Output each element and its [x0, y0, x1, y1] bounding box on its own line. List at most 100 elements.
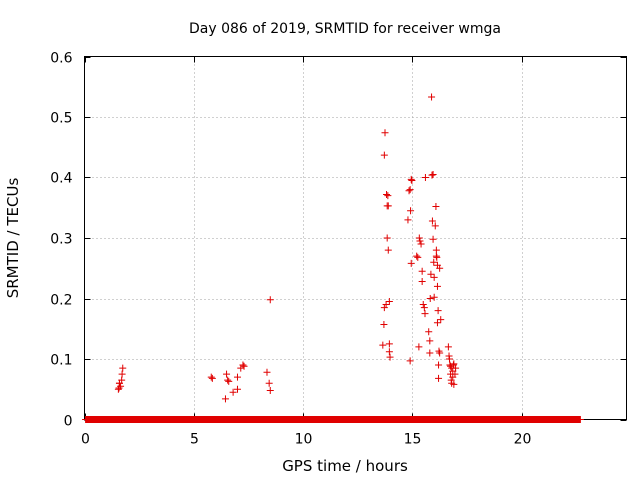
- data-point: [385, 348, 393, 356]
- data-point: [382, 301, 390, 309]
- data-point: [435, 361, 443, 369]
- data-point: [415, 234, 423, 242]
- data-point: [408, 177, 416, 185]
- data-point: [117, 382, 125, 390]
- data-point: [433, 319, 441, 327]
- chart-title: Day 086 of 2019, SRMTID for receiver wmg…: [189, 21, 501, 37]
- data-point: [433, 253, 441, 261]
- data-point: [233, 373, 241, 381]
- data-point: [425, 328, 433, 336]
- data-points: [82, 93, 584, 423]
- data-point: [386, 353, 394, 361]
- data-point: [421, 310, 429, 318]
- data-point: [207, 373, 215, 381]
- y-tick-label: 0.6: [50, 51, 72, 67]
- data-point: [404, 216, 412, 224]
- data-point: [444, 343, 452, 351]
- x-tick-label: 5: [190, 432, 199, 448]
- data-point: [430, 273, 438, 281]
- y-tick-label: 0.4: [50, 171, 72, 187]
- y-tick-label: 0.3: [50, 232, 72, 248]
- data-point: [434, 307, 442, 315]
- axis-ticks: 0 5 10 15 20 0 0.1 0.2 0.3 0.4 0.5 0.6: [50, 51, 627, 448]
- data-point: [420, 304, 428, 312]
- x-tick-label: 0: [81, 432, 90, 448]
- data-point: [430, 293, 438, 301]
- data-point: [445, 355, 453, 363]
- data-point: [417, 240, 425, 248]
- data-point: [239, 361, 247, 369]
- data-point: [432, 246, 440, 254]
- data-point: [429, 170, 437, 178]
- data-point: [224, 376, 232, 384]
- data-point: [450, 380, 458, 388]
- data-point: [266, 386, 274, 394]
- data-point: [118, 370, 126, 378]
- x-axis-label: GPS time / hours: [282, 457, 408, 475]
- data-point: [380, 321, 388, 329]
- data-point: [240, 362, 248, 370]
- x-tick-label: 10: [295, 432, 313, 448]
- data-point: [407, 207, 415, 215]
- grid: [84, 56, 627, 420]
- y-axis-label: SRMTID / TECUs: [4, 178, 22, 299]
- data-point: [383, 234, 391, 242]
- data-point: [380, 151, 388, 159]
- data-point: [229, 388, 237, 396]
- data-point: [428, 93, 436, 101]
- y-tick-label: 0: [64, 414, 73, 430]
- data-point: [407, 259, 415, 267]
- y-tick-label: 0.5: [50, 111, 72, 127]
- data-point: [428, 171, 436, 179]
- data-point: [406, 357, 414, 365]
- data-point: [115, 384, 123, 392]
- data-point: [266, 296, 274, 304]
- data-point: [406, 186, 414, 194]
- data-point: [426, 337, 434, 345]
- data-point: [430, 258, 438, 266]
- data-point: [384, 246, 392, 254]
- data-point: [223, 370, 231, 378]
- data-point: [384, 202, 392, 210]
- data-point: [263, 368, 271, 376]
- data-point: [437, 316, 445, 324]
- data-point: [383, 190, 391, 198]
- data-point: [414, 253, 422, 261]
- data-point: [428, 217, 436, 225]
- data-point: [225, 377, 233, 385]
- data-point: [385, 298, 393, 306]
- data-point: [407, 175, 415, 183]
- data-point: [436, 349, 444, 357]
- data-point: [416, 237, 424, 245]
- data-point: [233, 385, 241, 393]
- y-tick-label: 0.2: [50, 293, 72, 309]
- data-point: [265, 379, 273, 387]
- data-point: [380, 304, 388, 312]
- data-point: [426, 295, 434, 302]
- baseline-point: [576, 416, 584, 423]
- y-tick-label: 0.1: [50, 353, 72, 369]
- data-point: [451, 370, 459, 378]
- data-point: [208, 374, 216, 382]
- x-tick-label: 20: [514, 432, 532, 448]
- data-point: [433, 282, 441, 290]
- data-point: [381, 129, 389, 137]
- data-point: [405, 187, 413, 195]
- data-point: [419, 301, 427, 309]
- data-point: [418, 278, 426, 286]
- data-point: [415, 343, 423, 351]
- x-tick-label: 15: [404, 432, 422, 448]
- data-point: [418, 267, 426, 275]
- data-point: [379, 341, 387, 349]
- data-point: [427, 270, 435, 278]
- data-point: [452, 364, 460, 372]
- data-point: [435, 374, 443, 382]
- data-point: [119, 364, 127, 372]
- data-point: [429, 235, 437, 243]
- data-point: [450, 360, 458, 368]
- data-point: [421, 174, 429, 181]
- data-point: [413, 252, 421, 260]
- data-point: [435, 347, 443, 355]
- data-point: [384, 192, 392, 200]
